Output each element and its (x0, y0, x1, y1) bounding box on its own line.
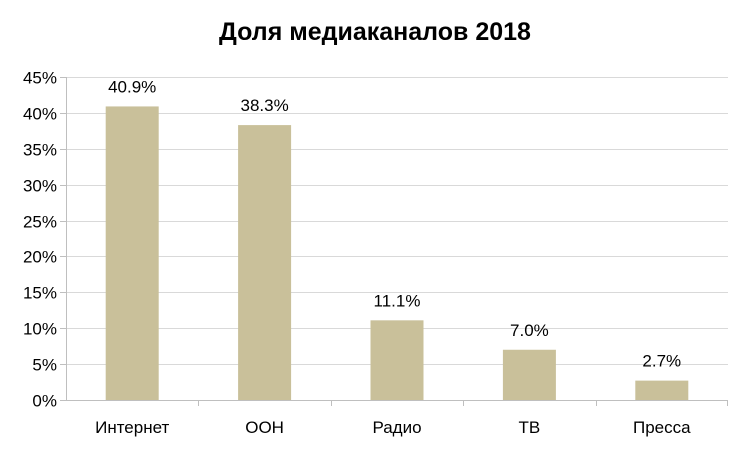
x-tick-label: Интернет (95, 418, 169, 437)
chart-title: Доля медиаканалов 2018 (219, 18, 531, 46)
y-tick-label: 15% (23, 284, 57, 303)
y-tick-label: 5% (32, 356, 57, 375)
y-tick-label: 45% (23, 69, 57, 88)
bar (370, 320, 424, 400)
y-tick-label: 0% (32, 392, 57, 411)
data-label: 38.3% (240, 96, 288, 115)
y-tick-label: 10% (23, 320, 57, 339)
y-tick-label: 40% (23, 105, 57, 124)
x-tick-label: ТВ (519, 418, 541, 437)
labels: 0% 5% 10% 15% 20% 25% 30% 35% 40% 45% 40.9% Интерне… (23, 69, 691, 438)
bar (105, 106, 159, 400)
data-label: 40.9% (108, 77, 156, 96)
axes (60, 77, 728, 406)
data-label: 2.7% (642, 352, 681, 371)
bar (238, 125, 292, 400)
data-label: 11.1% (374, 291, 421, 310)
y-tick-label: 20% (23, 248, 57, 267)
bar (502, 349, 556, 400)
y-tick-label: 25% (23, 213, 57, 232)
x-tick-label: OOH (245, 418, 284, 437)
x-tick-label: Радио (372, 418, 421, 437)
x-tick-label: Пресса (633, 418, 691, 437)
bars (105, 106, 689, 400)
bar (635, 380, 689, 400)
y-tick-label: 30% (23, 177, 57, 196)
data-label: 7.0% (510, 321, 549, 340)
y-tick-label: 35% (23, 141, 57, 160)
